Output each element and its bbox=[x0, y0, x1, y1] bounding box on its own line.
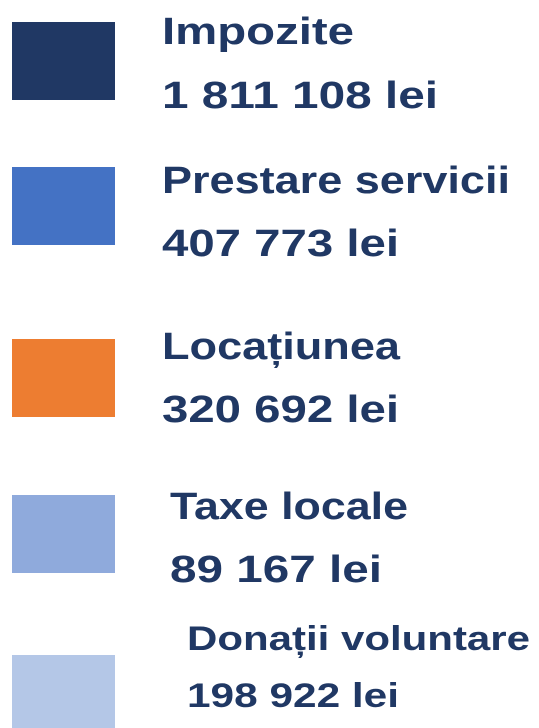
swatch bbox=[12, 22, 115, 100]
item-amount: 89 167 lei bbox=[170, 549, 382, 591]
item-label: Prestare servicii bbox=[162, 160, 510, 202]
item-label: Donații voluntare bbox=[187, 620, 530, 658]
item-label: Taxe locale bbox=[170, 486, 408, 528]
swatch bbox=[12, 167, 115, 245]
item-amount: 320 692 lei bbox=[162, 389, 399, 431]
item-amount: 198 922 lei bbox=[187, 677, 399, 715]
item-amount: 1 811 108 lei bbox=[162, 75, 438, 117]
swatch bbox=[12, 339, 115, 417]
item-label: Impozite bbox=[162, 11, 354, 53]
item-label: Locațiunea bbox=[162, 326, 401, 368]
swatch bbox=[12, 655, 115, 728]
swatch bbox=[12, 495, 115, 573]
item-amount: 407 773 lei bbox=[162, 223, 399, 265]
